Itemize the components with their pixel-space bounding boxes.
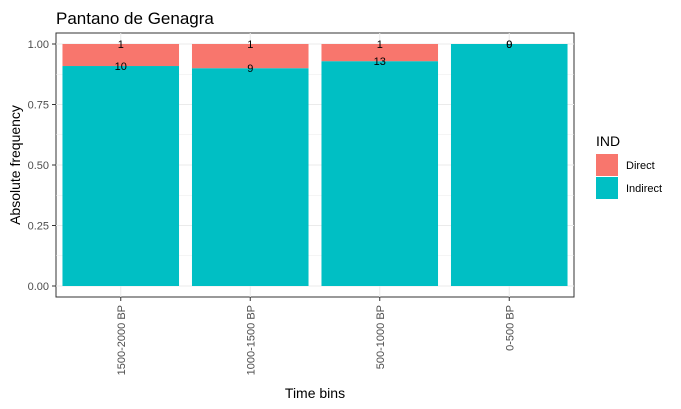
x-tick-label: 1000-1500 BP [245,305,257,375]
bar-label-indirect-1: 10 [115,61,127,73]
x-tick-label: 500-1000 BP [375,305,387,369]
bar-direct-1 [62,44,180,67]
x-tick-label: 0-500 BP [504,305,516,351]
bar-label-indirect-4: 9 [506,39,512,51]
y-axis: 0.00 0.25 0.50 0.75 1.00 [28,39,56,293]
legend: IND Direct Indirect [596,133,662,199]
bar-indirect-3 [321,61,439,286]
legend-label-direct: Direct [626,160,655,172]
bar-label-direct-1: 1 [118,39,124,51]
y-tick-label: 0.00 [28,281,49,293]
legend-key-indirect [596,177,618,199]
legend-title: IND [596,133,620,149]
bar-label-direct-2: 1 [247,39,253,51]
legend-label-indirect: Indirect [626,183,662,195]
bar-direct-3 [321,44,439,62]
bar-label-indirect-2: 9 [247,63,253,75]
bars [62,44,568,286]
legend-key-direct [596,154,618,176]
bar-label-indirect-3: 13 [374,56,386,68]
y-tick-label: 0.75 [28,100,49,112]
x-axis: 1500-2000 BP 1000-1500 BP 500-1000 BP 0-500… [116,297,516,375]
bar-indirect-2 [191,68,309,286]
chart-title: Pantano de Genagra [56,9,214,28]
y-tick-label: 0.25 [28,221,49,233]
bar-direct-2 [191,44,309,69]
y-axis-title: Absolute frequency [7,105,23,225]
bar-indirect-4 [450,44,568,286]
y-tick-label: 0.50 [28,160,49,172]
bar-indirect-1 [62,66,180,286]
x-axis-title: Time bins [285,385,345,401]
bar-label-direct-4: 0 [506,39,512,51]
y-tick-label: 1.00 [28,39,49,51]
x-tick-label: 1500-2000 BP [116,305,128,375]
bar-label-direct-3: 1 [377,39,383,51]
